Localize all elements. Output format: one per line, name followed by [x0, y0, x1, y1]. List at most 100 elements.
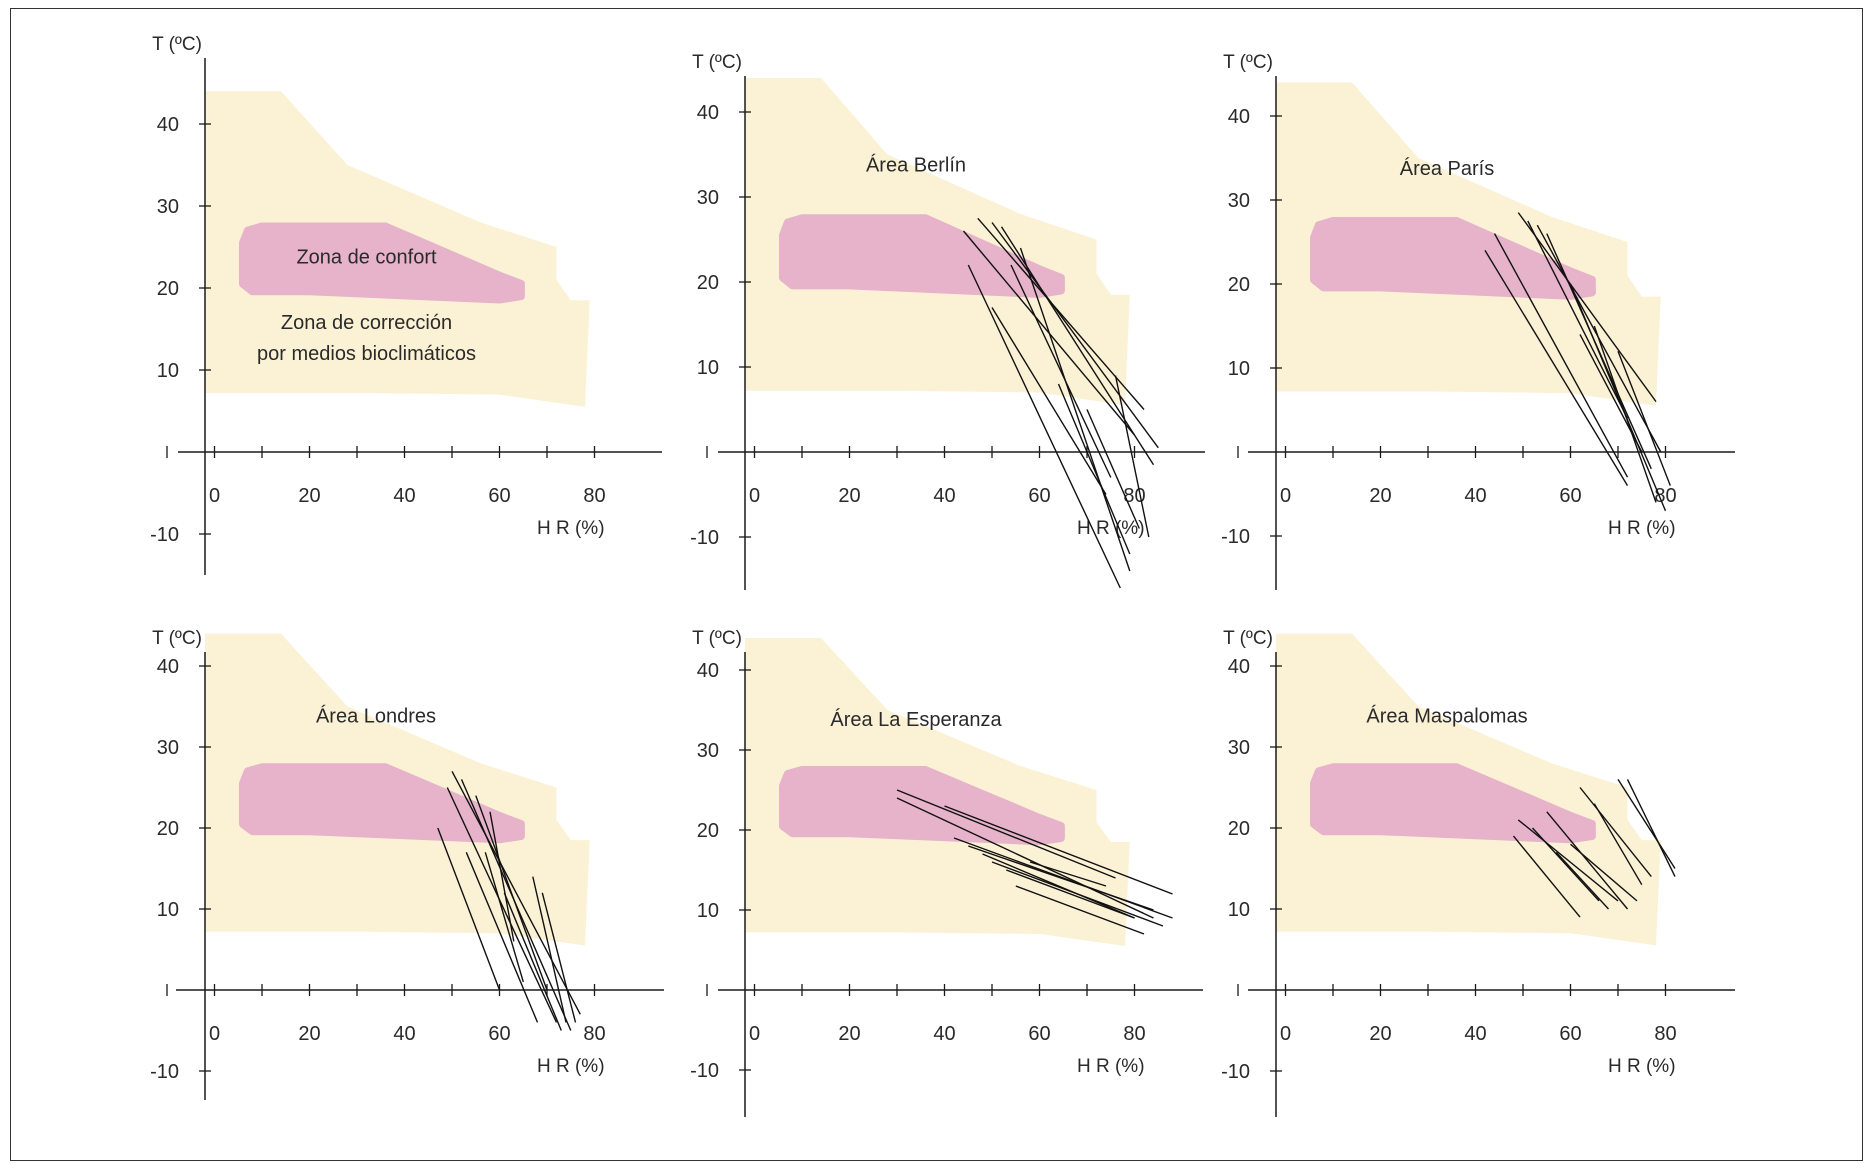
- data-line: [1569, 283, 1667, 512]
- y-tick-label: -10: [1221, 526, 1250, 548]
- y-tick-label: 40: [1228, 106, 1250, 128]
- data-line: [1593, 325, 1657, 503]
- y-tick-label: 30: [1228, 737, 1250, 759]
- annotation-correction-means: por medios bioclimáticos: [257, 343, 476, 365]
- y-axis-label: T (ºC): [152, 34, 202, 55]
- panel-title: Área París: [1400, 157, 1494, 180]
- data-line: [1531, 827, 1600, 902]
- data-line: [1517, 212, 1657, 403]
- x-axis-label: H R (%): [1077, 518, 1145, 539]
- x-axis-label: H R (%): [1608, 1056, 1676, 1077]
- y-tick-label: 30: [1228, 190, 1250, 212]
- y-axis-label: T (ºC): [152, 628, 202, 649]
- data-line: [1626, 779, 1676, 877]
- y-tick-label: -10: [150, 524, 179, 546]
- data-line: [541, 892, 577, 1023]
- data-line: [1493, 233, 1629, 478]
- data-line: [1015, 885, 1145, 935]
- x-tick-label: 60: [1028, 1023, 1050, 1045]
- panel-title: Área Maspalomas: [1366, 705, 1527, 728]
- x-tick-label: 40: [1464, 1023, 1486, 1045]
- comfort-zone: [779, 214, 1065, 298]
- y-axis-label: T (ºC): [692, 628, 742, 649]
- y-tick-label: 30: [697, 740, 719, 762]
- y-tick-label: 20: [697, 820, 719, 842]
- x-tick-label: 20: [838, 485, 860, 507]
- y-tick-label: 40: [697, 660, 719, 682]
- panel-bottom-left: 0 20 40 60 80 40 30 20 10 -10 T (ºC) H R (%) Área Lo…: [150, 628, 664, 1100]
- figure-frame: [10, 8, 1863, 1161]
- x-tick-label: 20: [298, 1023, 320, 1045]
- data-line: [437, 827, 501, 991]
- x-tick-label: 0: [1280, 485, 1291, 507]
- x-tick-label: 20: [298, 485, 320, 507]
- panel-top-left: 0 20 40 60 80 40 30 20 10 -10 T (ºC) H R (%) Zona de…: [150, 34, 662, 575]
- y-tick-label: 40: [697, 102, 719, 124]
- data-line: [896, 789, 1116, 879]
- data-line: [968, 845, 1154, 911]
- x-tick-label: 80: [583, 1023, 605, 1045]
- x-axis-label: H R (%): [537, 518, 605, 539]
- data-line: [1484, 250, 1629, 486]
- panel-bottom-right: 0 20 40 60 80 40 30 20 10 -10 T (ºC) H R (%) Área Ma…: [1221, 628, 1735, 1117]
- x-axis-label: H R (%): [537, 1056, 605, 1077]
- y-tick-label: 30: [157, 737, 179, 759]
- data-line: [1546, 811, 1629, 910]
- x-tick-label: 80: [1123, 485, 1145, 507]
- data-line: [982, 853, 1135, 919]
- y-tick-label: 30: [157, 196, 179, 218]
- x-tick-label: 0: [209, 1023, 220, 1045]
- data-line: [944, 805, 1173, 895]
- y-tick-label: 20: [157, 818, 179, 840]
- x-tick-label: 0: [1280, 1023, 1291, 1045]
- x-tick-label: 40: [393, 1023, 415, 1045]
- x-tick-label: 0: [209, 485, 220, 507]
- y-tick-label: 40: [157, 114, 179, 136]
- x-tick-label: 80: [1123, 1023, 1145, 1045]
- y-tick-label: 10: [697, 900, 719, 922]
- data-line: [1579, 334, 1643, 453]
- x-tick-label: 40: [1464, 485, 1486, 507]
- data-line: [1593, 803, 1643, 886]
- data-line: [1527, 220, 1629, 419]
- data-line: [1086, 409, 1140, 529]
- x-tick-label: 60: [1559, 485, 1581, 507]
- data-line: [1114, 375, 1150, 538]
- data-line: [1010, 264, 1112, 478]
- comfort-zone: [1310, 217, 1596, 300]
- y-axis-label: T (ºC): [1223, 628, 1273, 649]
- x-tick-label: 40: [393, 485, 415, 507]
- y-tick-label: -10: [150, 1061, 179, 1083]
- x-tick-label: 40: [933, 485, 955, 507]
- y-tick-label: -10: [1221, 1061, 1250, 1083]
- data-line: [967, 264, 1121, 589]
- y-tick-label: 10: [1228, 899, 1250, 921]
- data-line: [1617, 779, 1676, 869]
- x-tick-label: 20: [1369, 1023, 1391, 1045]
- x-axis-label: H R (%): [1077, 1056, 1145, 1077]
- y-tick-label: 20: [157, 278, 179, 300]
- panel-top-right: 0 20 40 60 80 40 30 20 10 -10 T (ºC) H R (%) Área Pa…: [1221, 52, 1735, 590]
- data-line: [1512, 835, 1581, 918]
- y-tick-label: 10: [697, 357, 719, 379]
- data-line: [991, 222, 1159, 449]
- data-line: [503, 892, 562, 1031]
- y-axis-label: T (ºC): [692, 52, 742, 73]
- x-tick-label: 80: [1654, 1023, 1676, 1045]
- y-tick-label: 20: [1228, 818, 1250, 840]
- y-tick-label: 20: [1228, 274, 1250, 296]
- data-line: [484, 852, 524, 983]
- data-line: [1006, 869, 1135, 919]
- comfort-zone: [239, 222, 525, 304]
- data-line: [1555, 851, 1610, 910]
- x-tick-label: 80: [583, 485, 605, 507]
- panel-title: Área Londres: [316, 705, 436, 728]
- x-tick-label: 20: [838, 1023, 860, 1045]
- x-tick-label: 80: [1654, 485, 1676, 507]
- data-line: [475, 795, 548, 991]
- y-tick-label: -10: [690, 527, 719, 549]
- x-tick-label: 60: [488, 1023, 510, 1045]
- data-line: [991, 307, 1107, 495]
- y-tick-label: 10: [1228, 358, 1250, 380]
